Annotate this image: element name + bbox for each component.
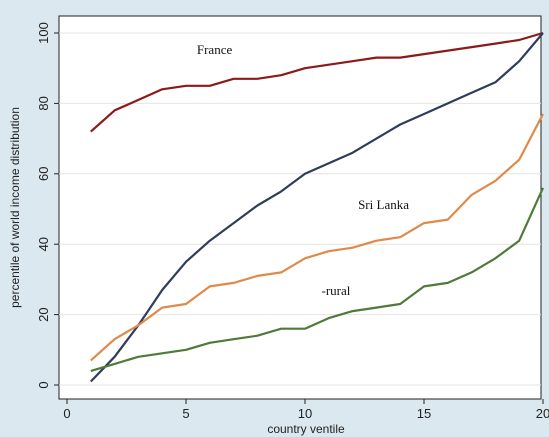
y-axis-label: percentile of world income distribution: [8, 107, 22, 308]
series-label-2: Sri Lanka: [358, 197, 409, 212]
axes: 0 20 40 60 80 100 0 5 10 15 20: [36, 22, 549, 421]
y-tick-label-1: 20: [36, 307, 51, 321]
series-label-3: -rural: [322, 283, 351, 298]
y-tick-label-2: 40: [36, 237, 51, 251]
x-tick-label-1: 5: [182, 406, 189, 421]
x-tick-label-0: 0: [63, 406, 70, 421]
series-line-3: [90, 187, 545, 372]
series-line-0: [90, 31, 544, 133]
y-tick-label-5: 100: [36, 22, 51, 44]
series-line-1: [90, 32, 544, 383]
series-lines: [90, 31, 545, 383]
series-labels: France Sri Lanka -rural: [197, 42, 409, 298]
x-tick-label-3: 15: [417, 406, 431, 421]
series-line-2: [90, 113, 544, 362]
y-tick-label-4: 80: [36, 96, 51, 110]
x-tick-label-4: 20: [536, 406, 549, 421]
x-axis-label: country ventile: [267, 422, 345, 436]
y-tick-label-0: 0: [36, 381, 51, 388]
plot-area: [58, 15, 542, 400]
x-tick-label-2: 10: [298, 406, 312, 421]
series-label-0: France: [197, 42, 233, 57]
grid: [59, 32, 541, 386]
y-tick-label-3: 60: [36, 167, 51, 181]
